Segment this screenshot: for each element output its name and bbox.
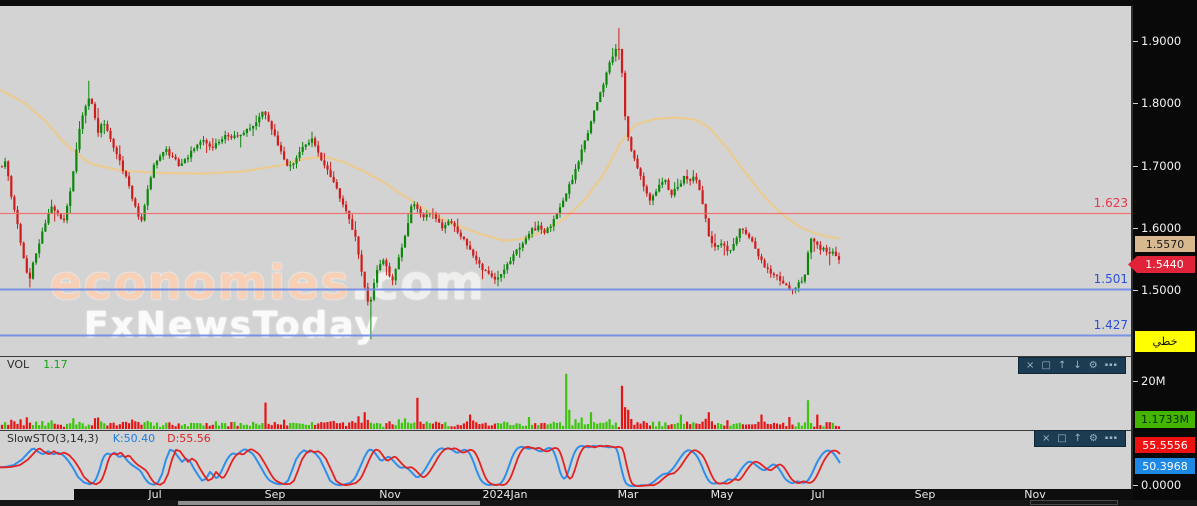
scale-mode-badge: خطي (1135, 331, 1195, 352)
level-line-label: 1.427 (1093, 318, 1128, 333)
volume-panel-value: 1.17 (43, 358, 68, 371)
watermark-brand: economies.com (50, 256, 486, 311)
axis-tick-dash (1133, 166, 1138, 167)
volume-panel-toolbar: × □ ↑ ↓ ⚙ ▪▪▪ (1018, 357, 1126, 374)
axis-tick-label: 1.9000 (1141, 34, 1182, 48)
month-label: May (710, 488, 734, 501)
watermark-brand-suffix: .com (350, 256, 486, 311)
stochastic-panel-header: SlowSTO(3,14,3) K:50.40 D:55.56 (7, 432, 211, 445)
more-icon[interactable]: ▪▪▪ (1104, 435, 1119, 441)
month-label: Sep (914, 488, 936, 501)
axis-tick-dash (1133, 103, 1138, 104)
time-axis[interactable]: Jul Sep Nov 2024Jan Mar May Jul Sep Nov (74, 489, 1197, 500)
month-label: Nov (1024, 488, 1046, 501)
volume-badge: 1.1733M (1135, 411, 1195, 428)
axis-tick-dash (1133, 381, 1138, 382)
maximize-icon[interactable]: □ (1057, 433, 1067, 444)
price-axis[interactable]: 1.9000 1.8000 1.7000 1.6000 1.5000 20M 0.0000 1… (1128, 0, 1197, 506)
panel-separator-stochastic (0, 430, 1133, 431)
sto-k-badge: 50.3968 (1135, 458, 1195, 474)
horizontal-scrollbar[interactable] (0, 500, 1197, 506)
watermark-tagline: FxNewsToday (84, 305, 380, 346)
volume-panel-header: VOL 1.17 (7, 358, 68, 371)
axis-tick-label: 0.0000 (1141, 478, 1182, 492)
volume-panel-title: VOL (7, 358, 30, 371)
axis-tick-label: 1.8000 (1141, 96, 1182, 110)
axis-tick-dash (1133, 485, 1138, 486)
scrollbar-end-box (1030, 500, 1118, 505)
month-label: 2024Jan (482, 488, 528, 501)
ref-price-badge: 1.5570 (1135, 236, 1195, 252)
top-border-bar (0, 0, 1197, 6)
move-up-icon[interactable]: ↑ (1073, 433, 1083, 444)
close-icon[interactable]: × (1041, 433, 1051, 444)
settings-icon[interactable]: ⚙ (1088, 360, 1098, 371)
month-label: Nov (379, 488, 401, 501)
stochastic-panel-title: SlowSTO(3,14,3) (7, 432, 99, 445)
axis-tick-dash (1133, 290, 1138, 291)
sto-d-badge: 55.5556 (1135, 437, 1195, 453)
more-icon[interactable]: ▪▪▪ (1104, 362, 1118, 368)
stochastic-d-value: D:55.56 (167, 432, 211, 445)
move-down-icon[interactable]: ↓ (1073, 360, 1082, 371)
panel-separator-volume (0, 356, 1133, 357)
last-price-badge: 1.5440 (1128, 256, 1195, 273)
watermark-brand-text: economies (50, 256, 351, 311)
axis-tick-dash (1133, 41, 1138, 42)
month-label: Jul (811, 488, 825, 501)
scrollbar-thumb[interactable] (178, 501, 480, 505)
maximize-icon[interactable]: □ (1041, 360, 1051, 371)
level-line-label: 1.501 (1093, 272, 1128, 287)
axis-tick-dash (1133, 228, 1138, 229)
month-label: Jul (148, 488, 162, 501)
axis-tick-label: 1.6000 (1141, 221, 1182, 235)
plot-right-border (1131, 6, 1133, 489)
stochastic-panel-toolbar: × □ ↑ ⚙ ▪▪▪ (1034, 430, 1126, 447)
move-up-icon[interactable]: ↑ (1057, 360, 1067, 371)
axis-tick-label: 1.5000 (1141, 283, 1182, 297)
month-label: Sep (264, 488, 286, 501)
stochastic-k-value: K:50.40 (112, 432, 156, 445)
settings-icon[interactable]: ⚙ (1088, 433, 1098, 444)
axis-tick-label: 1.7000 (1141, 159, 1182, 173)
level-line-label: 1.623 (1093, 196, 1128, 211)
close-icon[interactable]: × (1026, 360, 1035, 371)
month-label: Mar (617, 488, 639, 501)
axis-tick-label: 20M (1141, 374, 1166, 388)
